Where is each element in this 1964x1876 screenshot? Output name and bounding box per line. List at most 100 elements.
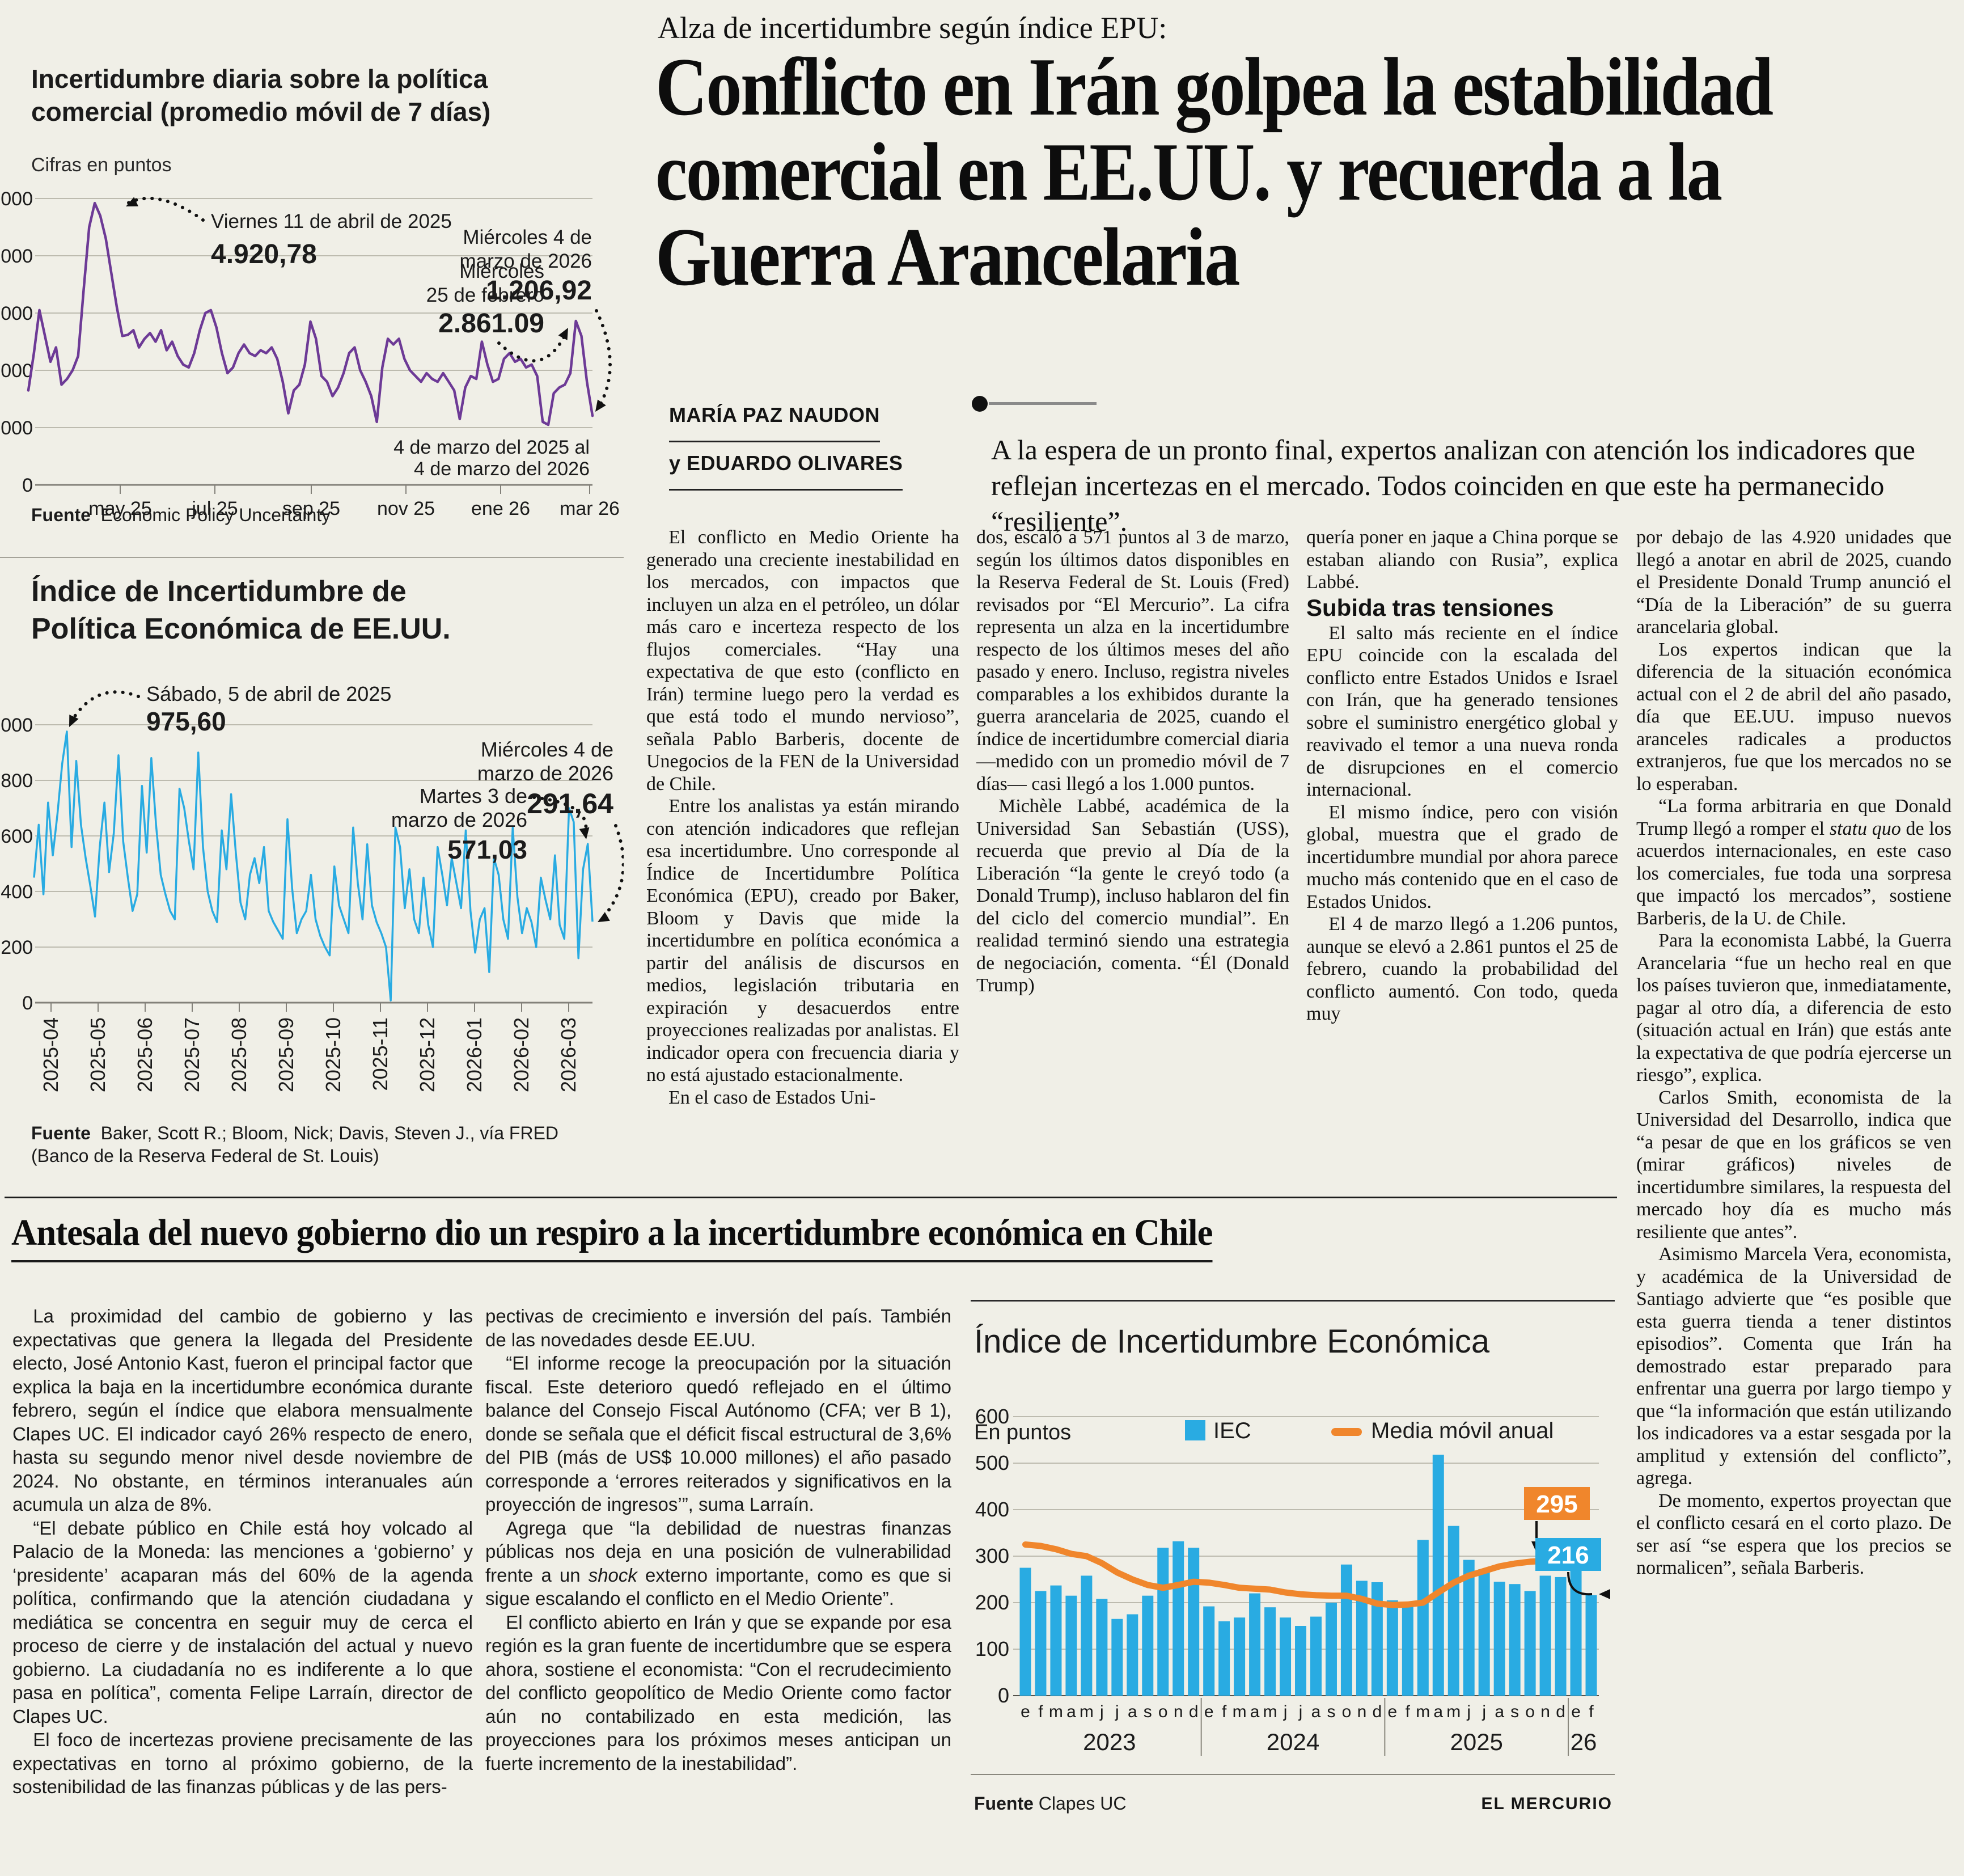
subhead: Subida tras tensiones <box>1306 594 1554 621</box>
svg-text:4 de marzo del 2026: 4 de marzo del 2026 <box>414 458 590 480</box>
chart-epu-us-panel: Índice de Incertidumbre de Política Econ… <box>0 560 624 1198</box>
svg-text:n: n <box>1174 1702 1183 1721</box>
paragraph: quería poner en jaque a China porque se … <box>1306 527 1618 593</box>
svg-text:j: j <box>1298 1702 1303 1721</box>
svg-text:600: 600 <box>1 826 33 847</box>
svg-text:f: f <box>1589 1702 1594 1721</box>
epu-us-line-chart: 1.000 800 600 400 200 0 2025-04 2025-05 2025-06 2… <box>0 682 624 1092</box>
svg-text:2024: 2024 <box>1267 1729 1319 1755</box>
svg-text:Miércoles 4 de: Miércoles 4 de <box>481 738 613 761</box>
svg-text:2023: 2023 <box>1083 1729 1136 1755</box>
svg-text:mar 26: mar 26 <box>560 498 620 519</box>
article-column-4: por debajo de las 4.920 unidades que lle… <box>1636 526 1952 1868</box>
chart-bottom-rule <box>971 1774 1615 1775</box>
chart-title: Índice de Incertidumbre Económica <box>974 1323 1490 1360</box>
svg-text:2026-02: 2026-02 <box>510 1017 533 1092</box>
lede-bullet-icon <box>972 396 988 412</box>
svg-text:En puntos: En puntos <box>974 1421 1071 1444</box>
svg-text:4.000: 4.000 <box>0 246 33 267</box>
svg-text:m: m <box>1446 1702 1461 1721</box>
svg-text:400: 400 <box>1 881 33 903</box>
svg-text:f: f <box>1038 1702 1043 1721</box>
svg-text:j: j <box>1466 1702 1471 1721</box>
paragraph: En el caso de Estados Uni- <box>668 1087 876 1108</box>
svg-text:2025: 2025 <box>1450 1729 1502 1755</box>
chart-subtitle: Cifras en puntos <box>31 154 172 176</box>
chart-title: Índice de Incertidumbre de Política Econ… <box>31 575 451 645</box>
svg-text:25 de febrero: 25 de febrero <box>426 284 544 306</box>
svg-text:d: d <box>1189 1702 1199 1721</box>
svg-text:975,60: 975,60 <box>146 707 226 736</box>
lede: A la espera de un pronto final, expertos… <box>991 434 1915 537</box>
svg-text:marzo de 2026: marzo de 2026 <box>460 250 592 272</box>
chart-source: Fuente Economic Policy Uncertainty <box>31 505 331 525</box>
svg-text:e: e <box>1204 1702 1214 1721</box>
svg-text:0: 0 <box>998 1684 1009 1707</box>
byline-author-1: MARÍA PAZ NAUDON <box>669 394 880 442</box>
chart-source: Fuente Baker, Scott R.; Bloom, Nick; Dav… <box>31 1123 559 1166</box>
chile-column-a: La proximidad del cambio de gobierno y l… <box>12 1304 473 1871</box>
paragraph: pectivas de crecimiento e inversión del … <box>485 1305 951 1350</box>
svg-text:m: m <box>1263 1702 1277 1721</box>
svg-text:nov 25: nov 25 <box>377 498 435 519</box>
paragraph: La proximidad del cambio de gobierno y l… <box>12 1305 473 1515</box>
svg-text:2025-10: 2025-10 <box>321 1017 345 1092</box>
byline-author-2: y EDUARDO OLIVARES <box>669 442 903 491</box>
svg-text:3.000: 3.000 <box>0 303 33 324</box>
paragraph: Entre los analistas ya están mirando con… <box>646 796 959 1085</box>
svg-text:m: m <box>1416 1702 1430 1721</box>
chart-top-rule <box>971 1300 1615 1302</box>
svg-text:a: a <box>1311 1702 1321 1721</box>
paragraph: El conflicto en Medio Oriente ha generad… <box>646 527 959 795</box>
svg-text:s: s <box>1510 1702 1519 1721</box>
svg-text:marzo de 2026: marzo de 2026 <box>477 762 613 785</box>
paragraph: Asimismo Marcela Vera, economista, y aca… <box>1636 1244 1952 1489</box>
svg-text:j: j <box>1099 1702 1104 1721</box>
paragraph: El foco de incertezas proviene precisame… <box>12 1729 473 1797</box>
svg-text:216: 216 <box>1547 1541 1589 1569</box>
article-column-3: quería poner en jaque a China porque se … <box>1306 526 1618 1189</box>
chile-headline: Antesala del nuevo gobierno dio un respi… <box>11 1211 1573 1262</box>
article-column-1: El conflicto en Medio Oriente ha generad… <box>646 526 959 1189</box>
svg-text:0: 0 <box>22 992 33 1014</box>
svg-text:1.206,92: 1.206,92 <box>486 276 592 306</box>
svg-text:s: s <box>1327 1702 1335 1721</box>
iec-bar-chart: En puntos IEC Media móvil anual 600 500 400 30… <box>974 1405 1610 1756</box>
chart-divider-rule <box>0 557 624 558</box>
svg-text:295: 295 <box>1536 1490 1577 1518</box>
svg-text:4.920,78: 4.920,78 <box>211 239 317 269</box>
chart-iec-panel: Índice de Incertidumbre Económica En pun… <box>964 1293 1622 1876</box>
svg-text:ene 26: ene 26 <box>471 498 530 519</box>
svg-text:a: a <box>1495 1702 1504 1721</box>
svg-text:Media móvil anual: Media móvil anual <box>1371 1418 1554 1443</box>
svg-text:m: m <box>1080 1702 1094 1721</box>
kicker: Alza de incertidumbre según índice EPU: <box>658 11 1167 45</box>
svg-text:500: 500 <box>975 1451 1009 1474</box>
svg-text:o: o <box>1525 1702 1535 1721</box>
svg-text:600: 600 <box>975 1405 1009 1428</box>
svg-text:1.000: 1.000 <box>0 715 33 736</box>
svg-text:a: a <box>1250 1702 1260 1721</box>
svg-text:Martes 3 de: Martes 3 de <box>420 784 527 808</box>
svg-text:d: d <box>1373 1702 1382 1721</box>
svg-text:m: m <box>1233 1702 1247 1721</box>
chart-title: Incertidumbre diaria sobre la política c… <box>31 64 491 126</box>
svg-text:f: f <box>1222 1702 1227 1721</box>
svg-text:m: m <box>1049 1702 1063 1721</box>
svg-text:5.000: 5.000 <box>0 188 33 210</box>
svg-text:e: e <box>1388 1702 1398 1721</box>
svg-text:300: 300 <box>975 1544 1009 1567</box>
paragraph: por debajo de las 4.920 unidades que lle… <box>1636 527 1952 637</box>
svg-text:2025-04: 2025-04 <box>39 1017 62 1092</box>
paragraph: El 4 de marzo llegó a 1.206 puntos, aunq… <box>1306 914 1618 1024</box>
paragraph: Los expertos indican que la diferencia d… <box>1636 639 1952 795</box>
byline: MARÍA PAZ NAUDON y EDUARDO OLIVARES <box>669 394 903 491</box>
svg-text:e: e <box>1571 1702 1581 1721</box>
svg-text:j: j <box>1283 1702 1288 1721</box>
svg-text:400: 400 <box>975 1498 1009 1521</box>
paragraph: Para la economista Labbé, la Guerra Aran… <box>1636 930 1952 1085</box>
svg-text:a: a <box>1066 1702 1076 1721</box>
paragraph: El conflicto abierto en Irán y que se ex… <box>485 1611 951 1774</box>
svg-text:s: s <box>1144 1702 1152 1721</box>
